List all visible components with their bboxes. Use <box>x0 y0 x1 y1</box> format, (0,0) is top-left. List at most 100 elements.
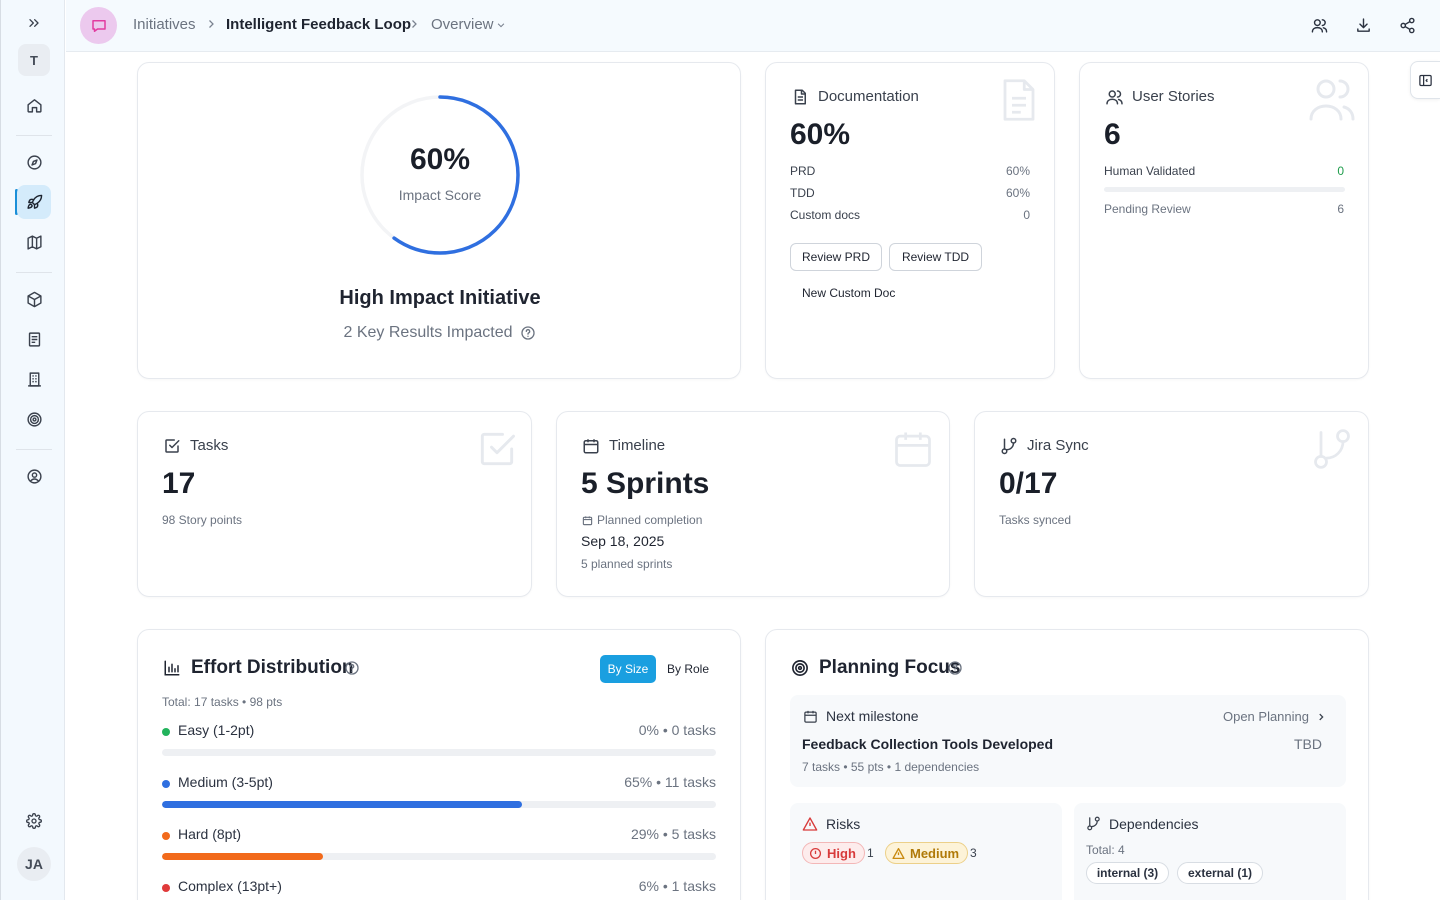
documentation-card: Documentation 60% PRD 60% TDD 60% Custom… <box>765 62 1055 379</box>
effort-row-stat: 29% • 5 tasks <box>630 826 716 842</box>
doc-row-label: PRD <box>790 164 816 178</box>
doc-row-label: TDD <box>790 186 815 200</box>
dependencies-title: Dependencies <box>1109 816 1199 832</box>
review-tdd-button[interactable]: Review TDD <box>889 243 982 271</box>
tasks-synced: Tasks synced <box>999 513 1072 527</box>
users-icon[interactable] <box>1308 14 1330 36</box>
effort-progress-fill <box>162 801 523 808</box>
risk-medium-count: 3 <box>970 846 977 860</box>
chat-bubble-icon <box>90 17 108 35</box>
effort-color-dot <box>162 832 170 840</box>
calendar-icon <box>803 709 818 724</box>
pending-review-value: 6 <box>1337 202 1344 216</box>
doc-row-value: 0 <box>1023 208 1030 222</box>
help-icon[interactable] <box>344 660 360 676</box>
timeline-title: Timeline <box>609 437 666 454</box>
sidebar-item-documents[interactable] <box>17 322 51 356</box>
effort-row-stat: 65% • 11 tasks <box>624 774 716 790</box>
user-stories-count: 6 <box>1104 118 1121 151</box>
expand-sidebar-button[interactable] <box>17 6 51 40</box>
jira-sync-title: Jira Sync <box>1027 437 1089 454</box>
milestone-meta: 7 tasks • 55 pts • 1 dependencies <box>802 760 980 774</box>
planned-completion-date: Sep 18, 2025 <box>581 533 665 549</box>
tasks-card: Tasks 17 98 Story points <box>137 411 532 597</box>
cube-icon <box>26 291 43 308</box>
planned-completion-label: Planned completion <box>597 513 703 527</box>
rocket-icon <box>26 194 43 211</box>
tab-by-size[interactable]: By Size <box>600 655 656 683</box>
user-avatar[interactable]: JA <box>17 847 51 881</box>
panel-toggle-button[interactable] <box>1410 61 1440 99</box>
risk-high-count: 1 <box>867 846 874 860</box>
sidebar-item-organization[interactable] <box>17 362 51 396</box>
milestone-name: Feedback Collection Tools Developed <box>802 736 1054 752</box>
sidebar-active-indicator <box>15 189 18 215</box>
help-icon[interactable] <box>947 660 963 676</box>
git-branch-watermark-icon <box>1309 427 1355 471</box>
dependency-external-tag[interactable]: external (1) <box>1177 862 1263 884</box>
jira-sync-count: 0/17 <box>999 467 1058 500</box>
effort-progress-fill <box>162 853 323 860</box>
dependencies-panel: Dependencies Total: 4 internal (3) exter… <box>1074 803 1346 900</box>
effort-row-stat: 0% • 0 tasks <box>638 722 716 738</box>
sidebar-panel-icon <box>1418 73 1433 88</box>
effort-progress-bar <box>162 801 716 808</box>
human-validated-value: 0 <box>1337 164 1344 178</box>
git-branch-icon <box>1000 437 1018 455</box>
impact-headline: High Impact Initiative <box>339 287 541 309</box>
sidebar-item-roadmap[interactable] <box>17 225 51 259</box>
milestone-date: TBD <box>1294 736 1322 752</box>
impact-score-ring <box>360 95 520 255</box>
sidebar-item-products[interactable] <box>17 282 51 316</box>
compass-icon <box>26 154 43 171</box>
sidebar-item-home[interactable] <box>17 88 51 122</box>
sidebar-divider <box>16 135 52 136</box>
users-watermark-icon <box>1308 77 1356 121</box>
chevron-right-icon[interactable] <box>1316 712 1326 722</box>
sidebar-item-profile[interactable] <box>17 459 51 493</box>
breadcrumb-initiative-name[interactable]: Intelligent Feedback Loop <box>226 16 412 33</box>
sidebar-divider <box>16 272 52 273</box>
document-icon <box>26 331 43 348</box>
breadcrumb-chevron-icon <box>408 18 420 30</box>
dependency-internal-tag[interactable]: internal (3) <box>1086 862 1169 884</box>
target-icon <box>26 411 43 428</box>
tab-by-role[interactable]: By Role <box>666 662 710 676</box>
calendar-small-icon <box>582 515 593 526</box>
users-icon <box>1105 88 1124 106</box>
download-icon[interactable] <box>1352 14 1374 36</box>
impact-score-caption: Impact Score <box>398 187 482 203</box>
breadcrumb-view-dropdown[interactable]: Overview <box>431 16 494 33</box>
tasks-title: Tasks <box>190 437 229 454</box>
new-custom-doc-button[interactable]: New Custom Doc <box>802 286 896 300</box>
home-icon <box>26 97 43 114</box>
key-results-count: 2 Key Results Impacted <box>343 324 513 341</box>
checkbox-watermark-icon <box>475 427 519 471</box>
effort-distribution-title: Effort Distribution <box>191 657 354 678</box>
sidebar-item-settings[interactable] <box>17 804 51 838</box>
risks-title: Risks <box>826 816 861 832</box>
next-milestone-panel: Next milestone Open Planning Feedback Co… <box>790 695 1346 787</box>
dependencies-total: Total: 4 <box>1086 843 1125 857</box>
sidebar-item-discover[interactable] <box>17 145 51 179</box>
documentation-percent: 60% <box>790 118 851 151</box>
sidebar-item-goals[interactable] <box>17 402 51 436</box>
risks-panel: Risks High 1 Medium 3 <box>790 803 1062 900</box>
effort-progress-bar <box>162 853 716 860</box>
effort-color-dot <box>162 884 170 892</box>
share-icon[interactable] <box>1396 14 1418 36</box>
story-points: 98 Story points <box>162 513 243 527</box>
team-switcher[interactable]: T <box>18 44 50 76</box>
sidebar-item-initiatives[interactable] <box>17 185 51 219</box>
breadcrumb-initiatives[interactable]: Initiatives <box>133 16 196 33</box>
help-icon[interactable] <box>520 325 536 341</box>
user-stories-card: User Stories 6 Human Validated 0 Pending… <box>1079 62 1369 379</box>
validation-progress-bar <box>1104 187 1345 192</box>
user-circle-icon <box>26 468 43 485</box>
review-prd-button[interactable]: Review PRD <box>790 243 882 271</box>
open-planning-link[interactable]: Open Planning <box>1222 709 1309 724</box>
doc-row-value: 60% <box>1005 164 1030 178</box>
bar-chart-icon <box>163 659 181 677</box>
documentation-title: Documentation <box>818 88 919 105</box>
user-stories-title: User Stories <box>1132 88 1215 105</box>
